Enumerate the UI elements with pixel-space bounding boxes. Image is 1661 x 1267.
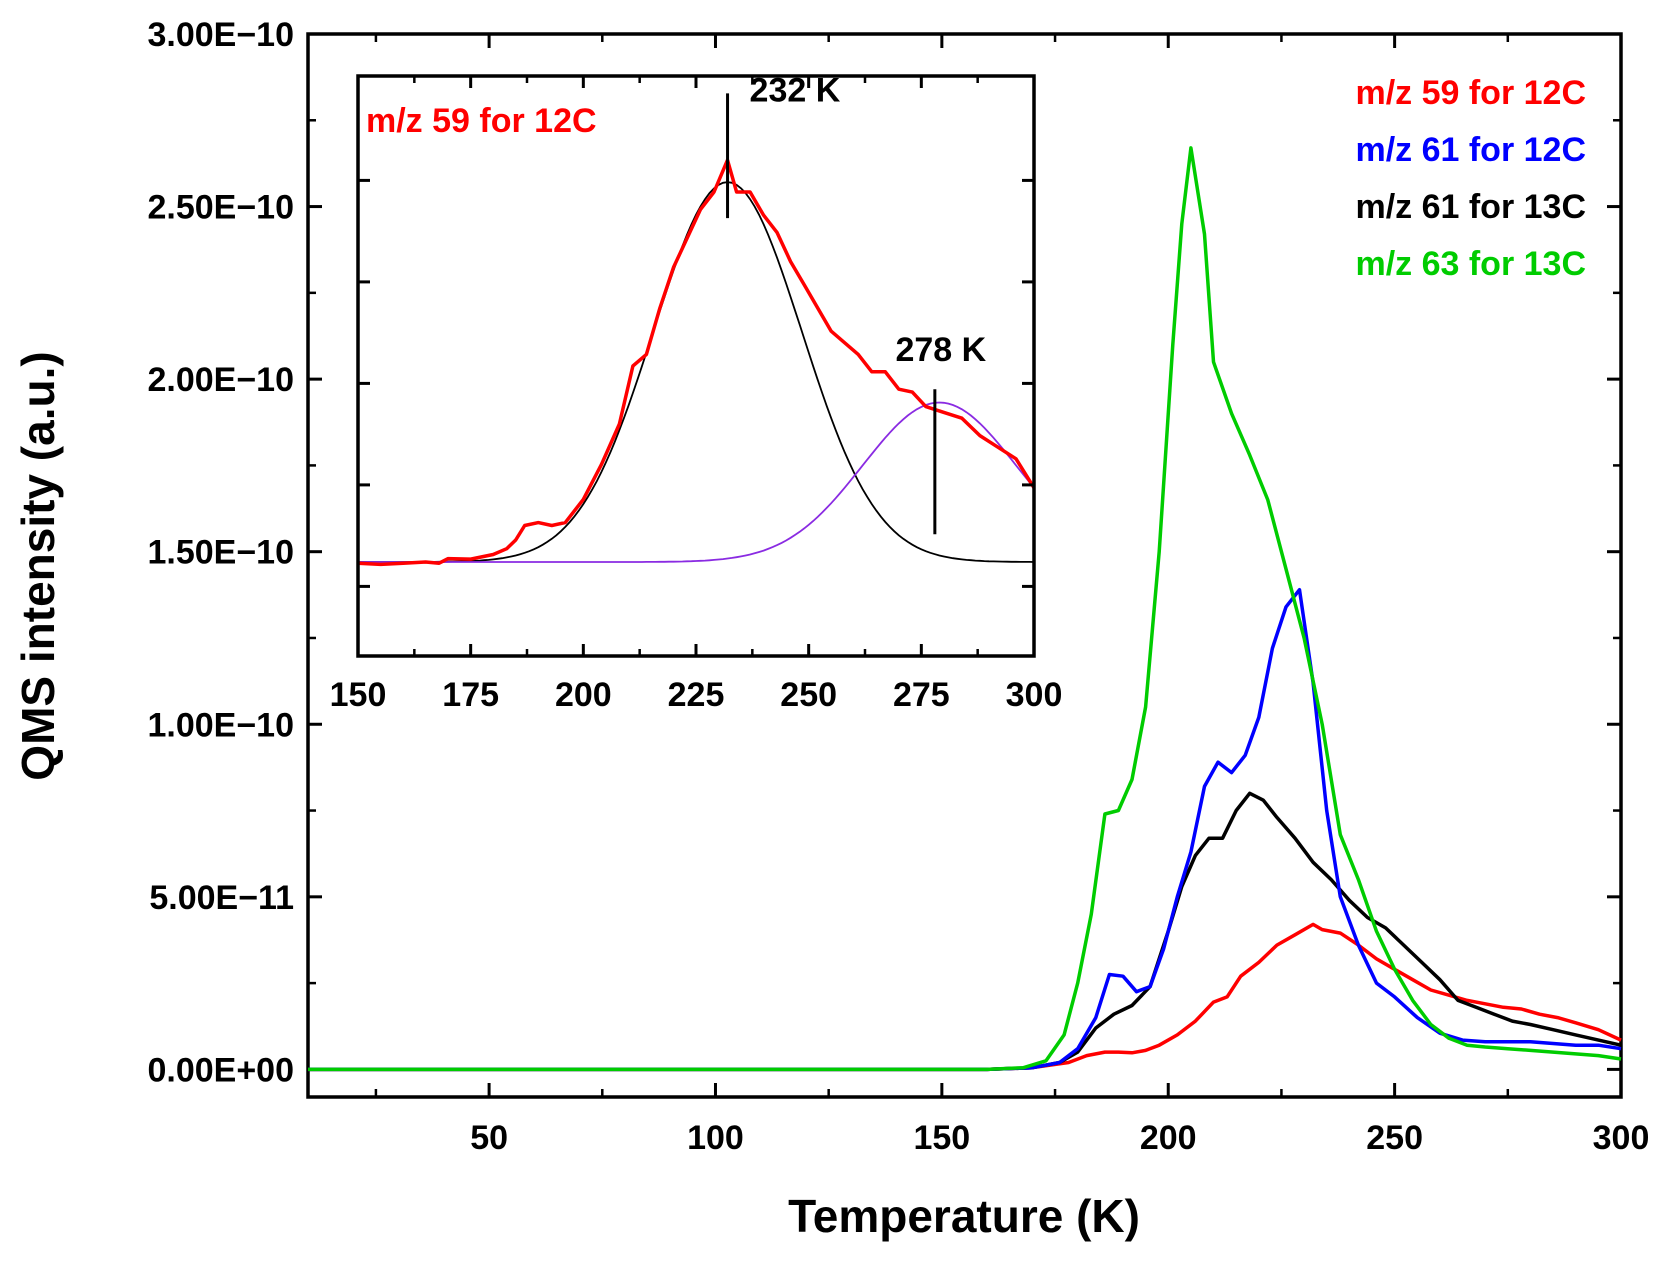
main-x-axis: 50 100 150 200 250 300 — [374, 34, 1650, 1157]
x-tick-label: 300 — [1593, 1119, 1650, 1157]
inset-series-line-mz59-12c — [357, 158, 1036, 567]
series-line-m-z-61-for-13c — [308, 791, 1622, 1072]
x-tick-label: 150 — [913, 1119, 970, 1157]
y-tick-label: 5.00E−11 — [149, 879, 294, 917]
inset-title: m/z 59 for 12C — [366, 102, 597, 140]
legend-entry-mz63-13c: m/z 63 for 13C — [1355, 245, 1586, 283]
x-axis-title: Temperature (K) — [788, 1190, 1140, 1242]
y-tick-label: 2.00E−10 — [147, 361, 294, 399]
legend-entry-mz61-12c: m/z 61 for 12C — [1355, 131, 1586, 169]
inset-x-axis: 150 175 200 225 250 275 300 — [330, 76, 1063, 714]
y-tick-label: 1.00E−10 — [147, 706, 294, 744]
inset-x-tick-label: 225 — [668, 676, 725, 714]
inset-series-group — [357, 158, 1036, 567]
x-tick-label: 50 — [470, 1119, 508, 1157]
main-plot-frame — [306, 32, 1623, 1099]
inset-x-tick-label: 250 — [780, 676, 837, 714]
x-tick-label: 200 — [1140, 1119, 1197, 1157]
y-axis-title: QMS intensity (a.u.) — [12, 351, 64, 780]
inset-x-tick-label: 200 — [555, 676, 612, 714]
inset-fit-curve-279k — [358, 401, 1035, 563]
x-tick-label: 250 — [1366, 1119, 1423, 1157]
y-tick-label: 2.50E−10 — [147, 189, 294, 227]
inset-x-tick-label: 175 — [442, 676, 499, 714]
legend-entry-mz59-12c: m/z 59 for 12C — [1355, 74, 1586, 112]
series-line-m-z-61-for-12c — [308, 587, 1622, 1072]
peak-label: 278 K — [895, 331, 986, 369]
inset-x-tick-label: 300 — [1006, 676, 1063, 714]
legend-entry-mz61-13c: m/z 61 for 13C — [1355, 188, 1586, 226]
series-line-m-z-59-for-12c — [308, 922, 1622, 1072]
x-tick-label: 100 — [687, 1119, 744, 1157]
series-line-m-z-63-for-13c — [308, 146, 1622, 1072]
y-tick-label: 3.00E−10 — [147, 16, 294, 54]
inset-x-tick-label: 275 — [893, 676, 950, 714]
inset-frame — [356, 74, 1036, 658]
y-tick-label: 1.50E−10 — [147, 534, 294, 572]
legend: m/z 59 for 12C m/z 61 for 12C m/z 61 for… — [1355, 74, 1586, 283]
main-series-group — [308, 146, 1622, 1072]
main-y-axis: 0.00E+00 5.00E−11 1.00E−10 1.50E−10 2.00E−10… — [147, 16, 1621, 1089]
inset-x-tick-label: 150 — [330, 676, 387, 714]
y-tick-label: 0.00E+00 — [147, 1051, 294, 1089]
